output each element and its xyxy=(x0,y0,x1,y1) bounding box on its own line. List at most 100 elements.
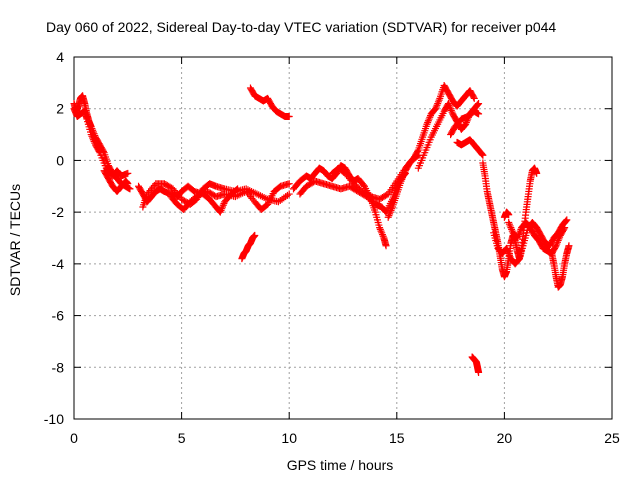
data-point xyxy=(414,147,422,155)
data-point xyxy=(560,225,568,233)
data-point xyxy=(378,231,386,239)
data-point xyxy=(398,175,406,183)
data-point xyxy=(556,233,564,241)
data-point xyxy=(124,180,132,188)
y-tick-label: 0 xyxy=(56,152,64,168)
data-point xyxy=(446,103,454,111)
x-tick-labels: 0 5 10 15 20 25 xyxy=(70,430,620,446)
data-point xyxy=(533,169,541,177)
data-point xyxy=(126,185,134,193)
data-point xyxy=(505,250,513,258)
series-trace-h3 xyxy=(505,218,569,258)
data-point xyxy=(505,251,513,259)
data-point xyxy=(448,108,456,116)
data-point xyxy=(504,248,512,256)
data-point xyxy=(505,218,513,226)
data-point xyxy=(462,120,470,128)
y-tick-label: -10 xyxy=(44,411,64,427)
data-point xyxy=(89,134,97,142)
data-point xyxy=(423,120,431,128)
series-trace-d xyxy=(246,84,293,120)
series-trace-h2 xyxy=(490,216,571,268)
data-point xyxy=(473,101,481,109)
data-point xyxy=(379,232,387,240)
data-point xyxy=(475,110,483,118)
y-tick-label: -4 xyxy=(52,256,65,272)
data-point xyxy=(515,229,523,237)
data-point xyxy=(513,234,521,242)
y-tick-label: 4 xyxy=(56,49,64,65)
x-tick-label: 25 xyxy=(604,430,620,446)
y-axis-label: SDTVAR / TECUs xyxy=(7,184,23,296)
data-point xyxy=(552,242,560,250)
series-trace-f xyxy=(384,81,478,221)
series-trace-a2 xyxy=(70,105,132,180)
data-point xyxy=(218,205,226,213)
y-tick-label: 2 xyxy=(56,101,64,117)
data-point xyxy=(216,208,224,216)
data-point xyxy=(384,213,392,221)
series-trace-g xyxy=(468,353,483,376)
data-point xyxy=(474,100,482,108)
data-point xyxy=(425,115,433,123)
data-point xyxy=(554,237,562,245)
data-point xyxy=(505,220,513,228)
data-point xyxy=(561,224,569,232)
data-point xyxy=(433,101,441,109)
series-trace-b2 xyxy=(139,180,293,211)
data-point xyxy=(503,244,511,252)
data-point xyxy=(555,235,563,243)
data-point xyxy=(376,225,384,233)
series-trace-b3 xyxy=(167,180,293,214)
data-point xyxy=(424,117,432,125)
data-point xyxy=(386,208,394,216)
axis-ticks xyxy=(73,56,613,420)
data-point xyxy=(90,137,98,145)
data-point xyxy=(432,105,440,113)
data-point xyxy=(514,232,522,240)
data-point xyxy=(477,150,485,158)
x-tick-label: 20 xyxy=(497,430,513,446)
data-point xyxy=(507,224,515,232)
data-point xyxy=(553,238,561,246)
data-point xyxy=(382,242,390,250)
data-point xyxy=(470,94,478,102)
data-point xyxy=(562,217,570,225)
data-point xyxy=(447,106,455,114)
y-tick-label: -2 xyxy=(52,204,65,220)
data-point xyxy=(285,190,293,198)
data-point xyxy=(285,112,293,120)
series-trace-j xyxy=(548,242,573,291)
data-point xyxy=(435,96,443,104)
x-tick-label: 5 xyxy=(178,430,186,446)
data-point xyxy=(563,216,571,224)
data-point xyxy=(426,113,434,121)
plot-frame xyxy=(73,56,613,420)
data-point xyxy=(388,205,396,213)
data-point xyxy=(376,224,384,232)
data-point xyxy=(397,177,405,185)
x-tick-label: 10 xyxy=(281,430,297,446)
data-point xyxy=(432,103,440,111)
data-point xyxy=(505,211,513,219)
data-point xyxy=(95,147,103,155)
data-point xyxy=(124,169,132,177)
series-trace-e3 xyxy=(328,151,422,203)
series-trace-c xyxy=(238,231,259,263)
data-point xyxy=(219,201,227,209)
data-point xyxy=(91,139,99,147)
data-point xyxy=(514,256,522,264)
data-point xyxy=(285,180,293,188)
grid xyxy=(74,57,612,419)
data-point xyxy=(475,100,483,108)
series-trace-f3 xyxy=(447,107,483,139)
data-point xyxy=(503,246,511,254)
x-axis-label: GPS time / hours xyxy=(287,457,394,473)
data-point xyxy=(217,206,225,214)
data-point xyxy=(553,240,561,248)
data-point xyxy=(400,170,408,178)
data-point xyxy=(87,131,95,139)
data-point xyxy=(508,225,516,233)
data-point xyxy=(515,231,523,239)
